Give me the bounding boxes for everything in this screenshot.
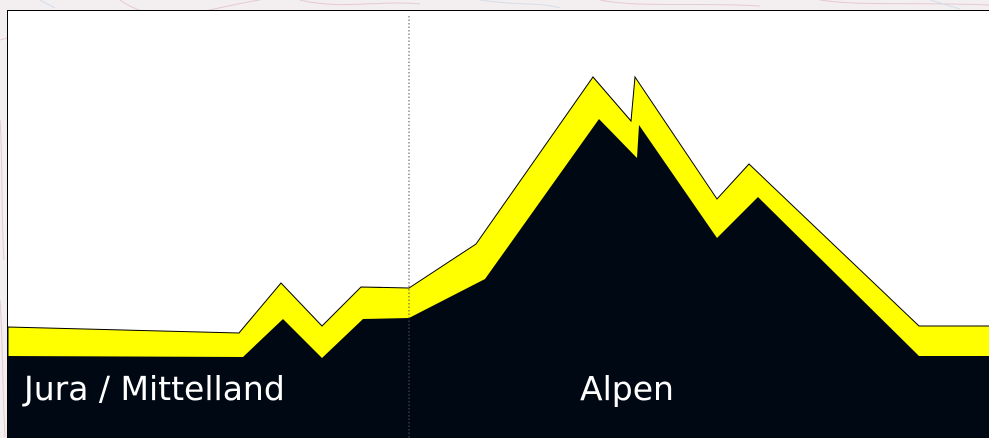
terrain-mass [8,119,989,438]
terrain-profile [8,16,989,438]
region-label-alpen: Alpen [580,369,674,408]
profile-panel [7,10,989,438]
region-label-jura-mittelland: Jura / Mittelland [24,369,285,408]
